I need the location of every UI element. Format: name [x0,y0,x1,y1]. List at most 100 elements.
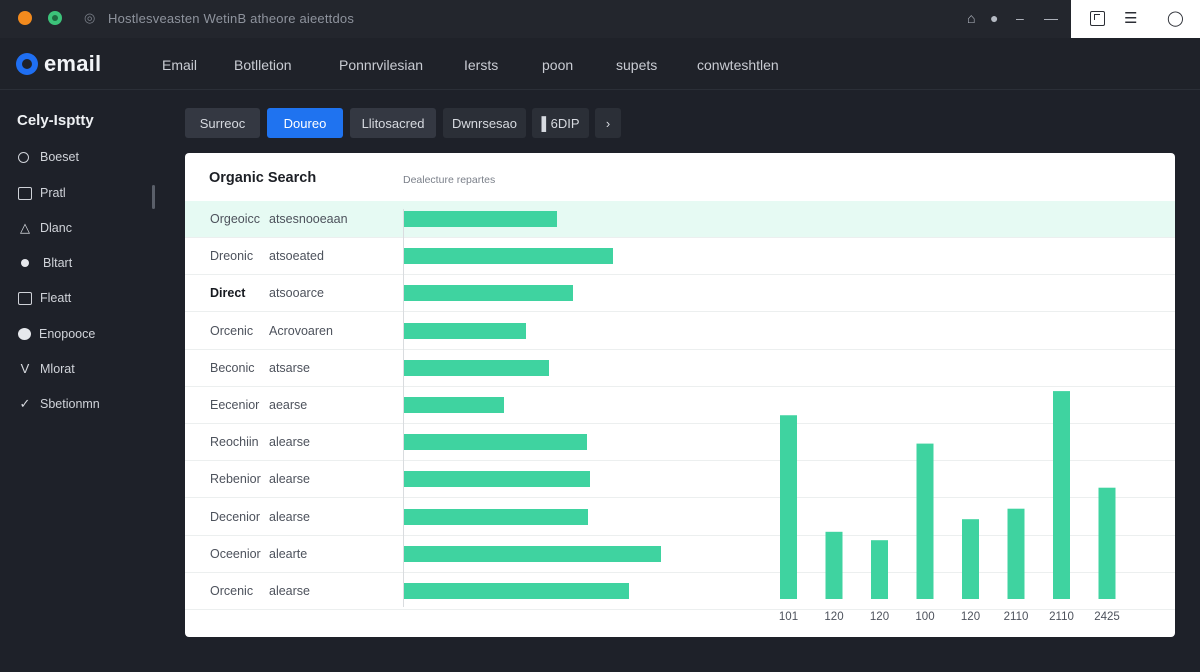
sidebar-item-dlanc[interactable]: △ Dlanc [18,218,72,238]
notification-icon[interactable]: ● [990,10,999,26]
nav-poon[interactable]: poon [542,57,574,73]
filter-button-llitosacred[interactable]: Llitosacred [350,108,436,138]
horizontal-bar [404,397,504,413]
sidebar-item-label: Enopooce [39,327,96,341]
nav-ponnrvilesian[interactable]: Ponnrvilesian [339,57,424,73]
horizontal-bar [404,322,526,339]
sidebar-title: Cely-Isptty [17,112,94,129]
nav-supets[interactable]: supets [616,57,658,73]
row-sublabel: atsarse [269,360,310,375]
row-label: Direct [210,286,246,301]
horizontal-bar [404,248,613,265]
sidebar-item-label: Dlanc [40,221,72,235]
table-row[interactable]: Dreonic atsoeated [185,238,1175,276]
sidebar-item-boeset[interactable]: Boeset [18,147,79,167]
square-icon [18,186,32,200]
sidebar-item-label: Mlorat [40,362,75,376]
minimize-icon[interactable]: — [1044,10,1058,26]
row-label: Oceenior [210,546,261,561]
table-row[interactable]: Beconic atsarse [185,350,1175,387]
row-label: Beconic [210,360,255,375]
row-sublabel: alearse [269,584,310,598]
x-tick-label: 120 [870,611,889,623]
horizontal-bar [404,508,588,525]
horizontal-bar [404,285,573,302]
panel-subtitle: Dealecture repartes [403,174,496,186]
bar-axis [403,209,404,607]
x-tick-label: 120 [961,611,980,623]
lamp-icon[interactable]: ◯ [1167,10,1184,27]
row-sublabel: Acrovoaren [269,323,333,338]
table-row[interactable]: Reochiin alearse [185,424,1175,462]
sidebar-item-label: Fleatt [40,291,72,305]
sidebar-item-sbetionmn[interactable]: ✓ Sbetionmn [18,394,100,414]
window-icon[interactable] [1090,11,1105,26]
sidebar-item-fleatt[interactable]: Fleatt [18,288,71,308]
sidebar-item-label: Bltart [43,256,73,270]
maximize-window-button[interactable] [48,11,62,25]
minus-icon[interactable]: – [1016,10,1024,26]
title-bar: ◎ Hostlesveasten WetinB atheore aieettdo… [0,0,1200,38]
x-tick-label: 2425 [1094,611,1120,623]
sidebar-item-mlorat[interactable]: V Mlorat [18,359,75,379]
horizontal-bar [404,583,629,599]
row-sublabel: atsooarce [269,286,324,301]
table-row[interactable]: Orcenic Acrovoaren [185,313,1175,350]
row-sublabel: atsoeated [269,249,324,264]
sidebar-item-pratl[interactable]: Pratl [18,183,66,203]
row-label: Orcenic [210,323,254,338]
filter-button-dwnrsesao[interactable]: Dwnrsesao [443,108,526,138]
row-sublabel: alearte [269,546,308,561]
nav-conwteshtlen[interactable]: conwteshtlen [697,57,779,73]
table-row[interactable]: Rebenior alearse [185,461,1175,499]
sidebar-item-enopooce[interactable]: Enopooce [18,324,95,344]
horizontal-bar [404,471,590,488]
address-bar[interactable]: Hostlesveasten WetinB atheore aieettdos [108,11,355,26]
close-window-button[interactable] [18,11,32,25]
filter-button-doureo[interactable]: Doureo [267,108,343,138]
row-sublabel: alearse [269,435,310,450]
logo-icon [16,53,38,75]
filter-button-6dip[interactable]: ▌6DIP [532,108,589,138]
row-sublabel: alearse [269,509,310,524]
row-label: Dreonic [210,249,254,264]
sidebar-item-label: Boeset [40,150,79,164]
row-sublabel: aearse [269,398,308,412]
blob-icon [18,328,31,340]
horizontal-bar [404,545,661,562]
table-row[interactable]: Direct atsooarce [185,275,1175,313]
horizontal-bar [404,211,557,227]
row-label: Eecenior [210,398,260,412]
horizontal-bar [404,434,587,451]
menu-icon[interactable]: ☰ [1124,10,1138,27]
row-label: Rebenior [210,472,261,487]
filter-button-surreoc[interactable]: Surreoc [185,108,260,138]
row-label: Reochiin [210,435,259,450]
logo-text: email [44,51,102,76]
table-row[interactable]: Decenior alearse [185,499,1175,536]
sidebar-scrollbar[interactable] [152,185,155,209]
x-tick-label: 101 [779,611,798,623]
top-nav: email Email Botlletion Ponnrvilesian Ier… [0,38,1200,90]
v-icon: V [20,361,30,376]
horizontal-bar [404,359,549,376]
x-tick-label: 120 [824,611,843,623]
home-icon[interactable]: ⌂ [967,10,976,26]
filter-next-button[interactable]: › [595,108,621,138]
table-row[interactable]: Orcenic alearse [185,573,1175,610]
row-sublabel: alearse [269,472,310,487]
nav-email[interactable]: Email [162,57,198,73]
report-panel: Organic Search Dealecture repartes Orgeo… [185,153,1175,637]
nav-botlletion[interactable]: Botlletion [234,57,292,73]
check-icon: ✓ [19,396,31,411]
nav-iersts[interactable]: Iersts [464,57,499,73]
grid-icon [18,291,32,305]
sidebar-item-bltart[interactable]: Bltart [18,253,72,273]
x-tick-label: 2110 [1004,611,1029,623]
x-tick-label: 100 [915,611,934,623]
logo[interactable]: email [16,51,102,76]
row-label: Orcenic [210,584,254,598]
table-row[interactable]: Oceenior alearte [185,536,1175,573]
table-row[interactable]: Eecenior aearse [185,387,1175,424]
table-row[interactable]: Orgeoicc atsesnooeaan [185,201,1175,238]
